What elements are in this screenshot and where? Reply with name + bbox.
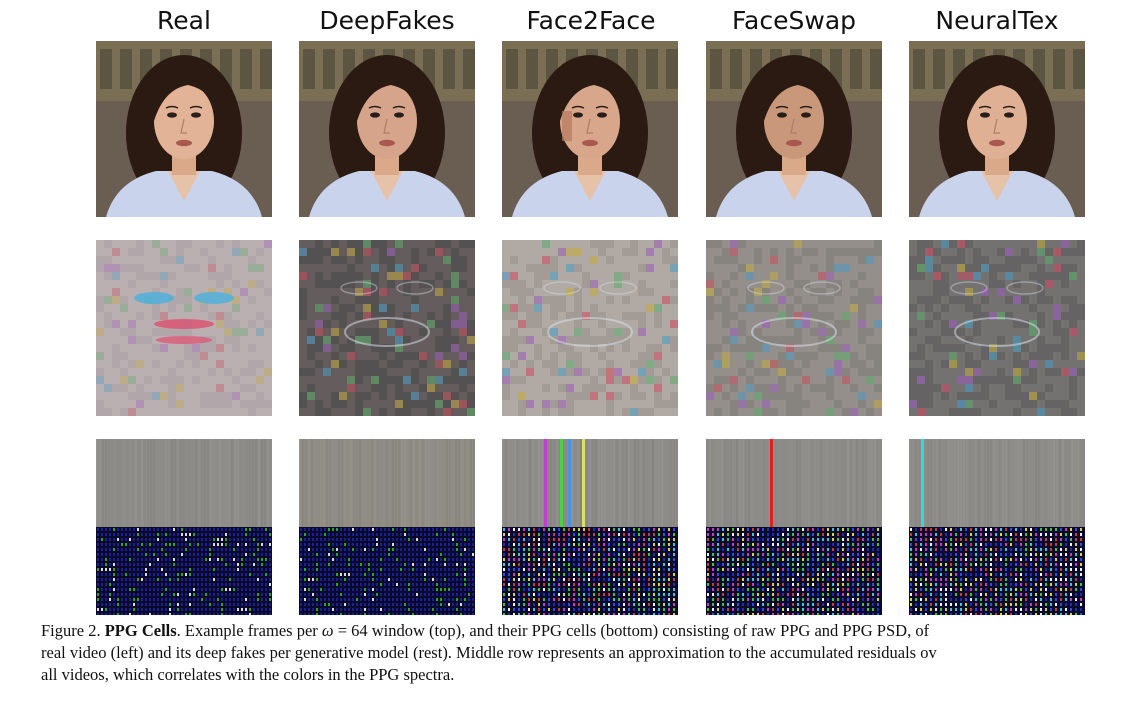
residual-face2face [502,240,678,416]
portrait-image [96,41,272,217]
frame-faceswap [706,41,882,217]
raw-ppg-image [909,439,1085,527]
caption-prefix: Figure 2. [41,621,105,640]
ppg-psd-image [299,527,475,615]
frame-face2face [502,41,678,217]
caption-line-3: all videos, which correlates with the co… [41,665,455,684]
portrait-image [909,41,1085,217]
caption-equals: = 64 [333,621,368,640]
frame-neuraltex [909,41,1085,217]
residual-faceswap [706,240,882,416]
raw-ppg-neuraltex [909,439,1085,527]
ppg-psd-real [96,527,272,615]
raw-ppg-image [706,439,882,527]
portrait-image [706,41,882,217]
frame-real [96,41,272,217]
caption-omega: ω [321,621,334,640]
ppg-psd-faceswap [706,527,882,615]
residual-map-image [502,240,678,416]
residual-neuraltex [909,240,1085,416]
raw-ppg-image [502,439,678,527]
ppg-psd-image [706,527,882,615]
column-title-faceswap: FaceSwap [731,6,857,35]
frame-deepfakes [299,41,475,217]
ppg-psd-image [909,527,1085,615]
ppg-psd-image [502,527,678,615]
portrait-image [299,41,475,217]
raw-ppg-real [96,439,272,527]
column-title-neuraltex: NeuralTex [935,6,1059,35]
raw-ppg-faceswap [706,439,882,527]
residual-map-image [96,240,272,416]
ppg-cell-deepfakes [299,439,475,615]
raw-ppg-image [299,439,475,527]
caption-line-1: Figure 2. PPG Cells. Example frames per … [41,620,1116,642]
ppg-psd-image [96,527,272,615]
caption-line-2: real video (left) and its deep fakes per… [41,643,937,662]
column-title-deepfakes: DeepFakes [319,6,455,35]
ppg-psd-neuraltex [909,527,1085,615]
raw-ppg-deepfakes [299,439,475,527]
caption-line1-rest: . Example frames per [176,621,322,640]
ppg-psd-face2face [502,527,678,615]
column-title-face2face: Face2Face [526,6,656,35]
ppg-cell-real [96,439,272,615]
caption-line1-tail: window (top), and their PPG cells (botto… [367,621,930,640]
ppg-cell-neuraltex [909,439,1085,615]
column-title-real: Real [157,6,211,35]
residual-map-image [299,240,475,416]
residual-real [96,240,272,416]
raw-ppg-face2face [502,439,678,527]
residual-map-image [706,240,882,416]
residual-deepfakes [299,240,475,416]
ppg-psd-deepfakes [299,527,475,615]
figure-caption: Figure 2. PPG Cells. Example frames per … [41,620,1116,686]
raw-ppg-image [96,439,272,527]
residual-map-image [909,240,1085,416]
portrait-image [502,41,678,217]
ppg-cell-face2face [502,439,678,615]
caption-bold: PPG Cells [104,621,177,640]
ppg-cell-faceswap [706,439,882,615]
